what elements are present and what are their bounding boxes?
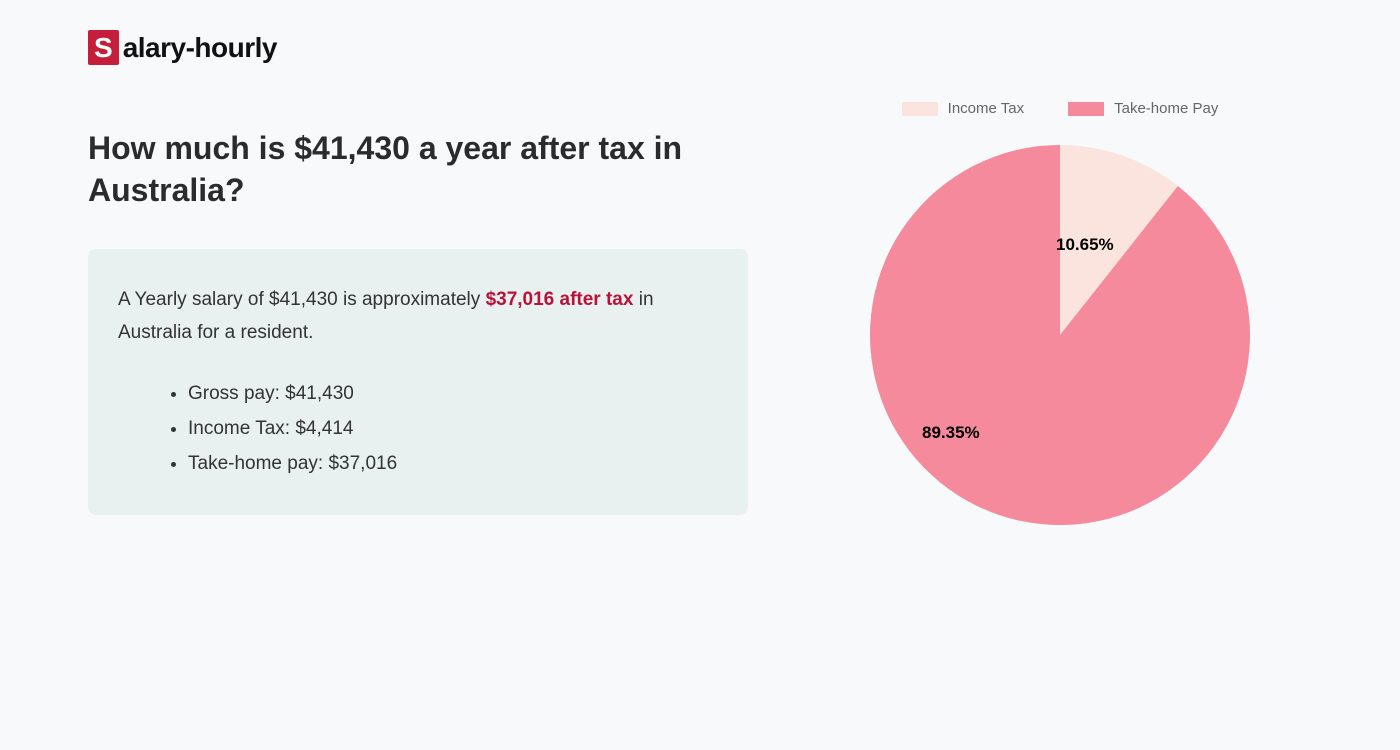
bullet-list: Gross pay: $41,430 Income Tax: $4,414 Ta… [118,376,718,481]
summary-pre: A Yearly salary of $41,430 is approximat… [118,289,486,310]
summary-text: A Yearly salary of $41,430 is approximat… [118,283,718,350]
legend-swatch-icon [902,102,938,116]
legend-label: Income Tax [948,100,1024,117]
pie-svg [870,135,1250,535]
brand-badge: S [88,30,119,65]
legend-label: Take-home Pay [1114,100,1218,117]
content-column: How much is $41,430 a year after tax in … [88,128,748,515]
brand-logo: S alary-hourly [88,30,277,65]
summary-highlight: $37,016 after tax [486,289,634,310]
slice-label-take-home: 89.35% [922,423,980,443]
legend-swatch-icon [1068,102,1104,116]
pie-slice-take-home [870,145,1250,525]
page-title: How much is $41,430 a year after tax in … [88,128,748,211]
pie-chart-region: Income Tax Take-home Pay 10.65% 89.35% [850,100,1270,535]
chart-legend: Income Tax Take-home Pay [850,100,1270,117]
list-item: Gross pay: $41,430 [188,376,718,411]
legend-item-take-home: Take-home Pay [1068,100,1218,117]
pie-container: 10.65% 89.35% [870,135,1250,535]
list-item: Income Tax: $4,414 [188,411,718,446]
list-item: Take-home pay: $37,016 [188,446,718,481]
summary-card: A Yearly salary of $41,430 is approximat… [88,249,748,515]
legend-item-income-tax: Income Tax [902,100,1024,117]
brand-text: alary-hourly [123,32,277,64]
slice-label-income-tax: 10.65% [1056,235,1114,255]
